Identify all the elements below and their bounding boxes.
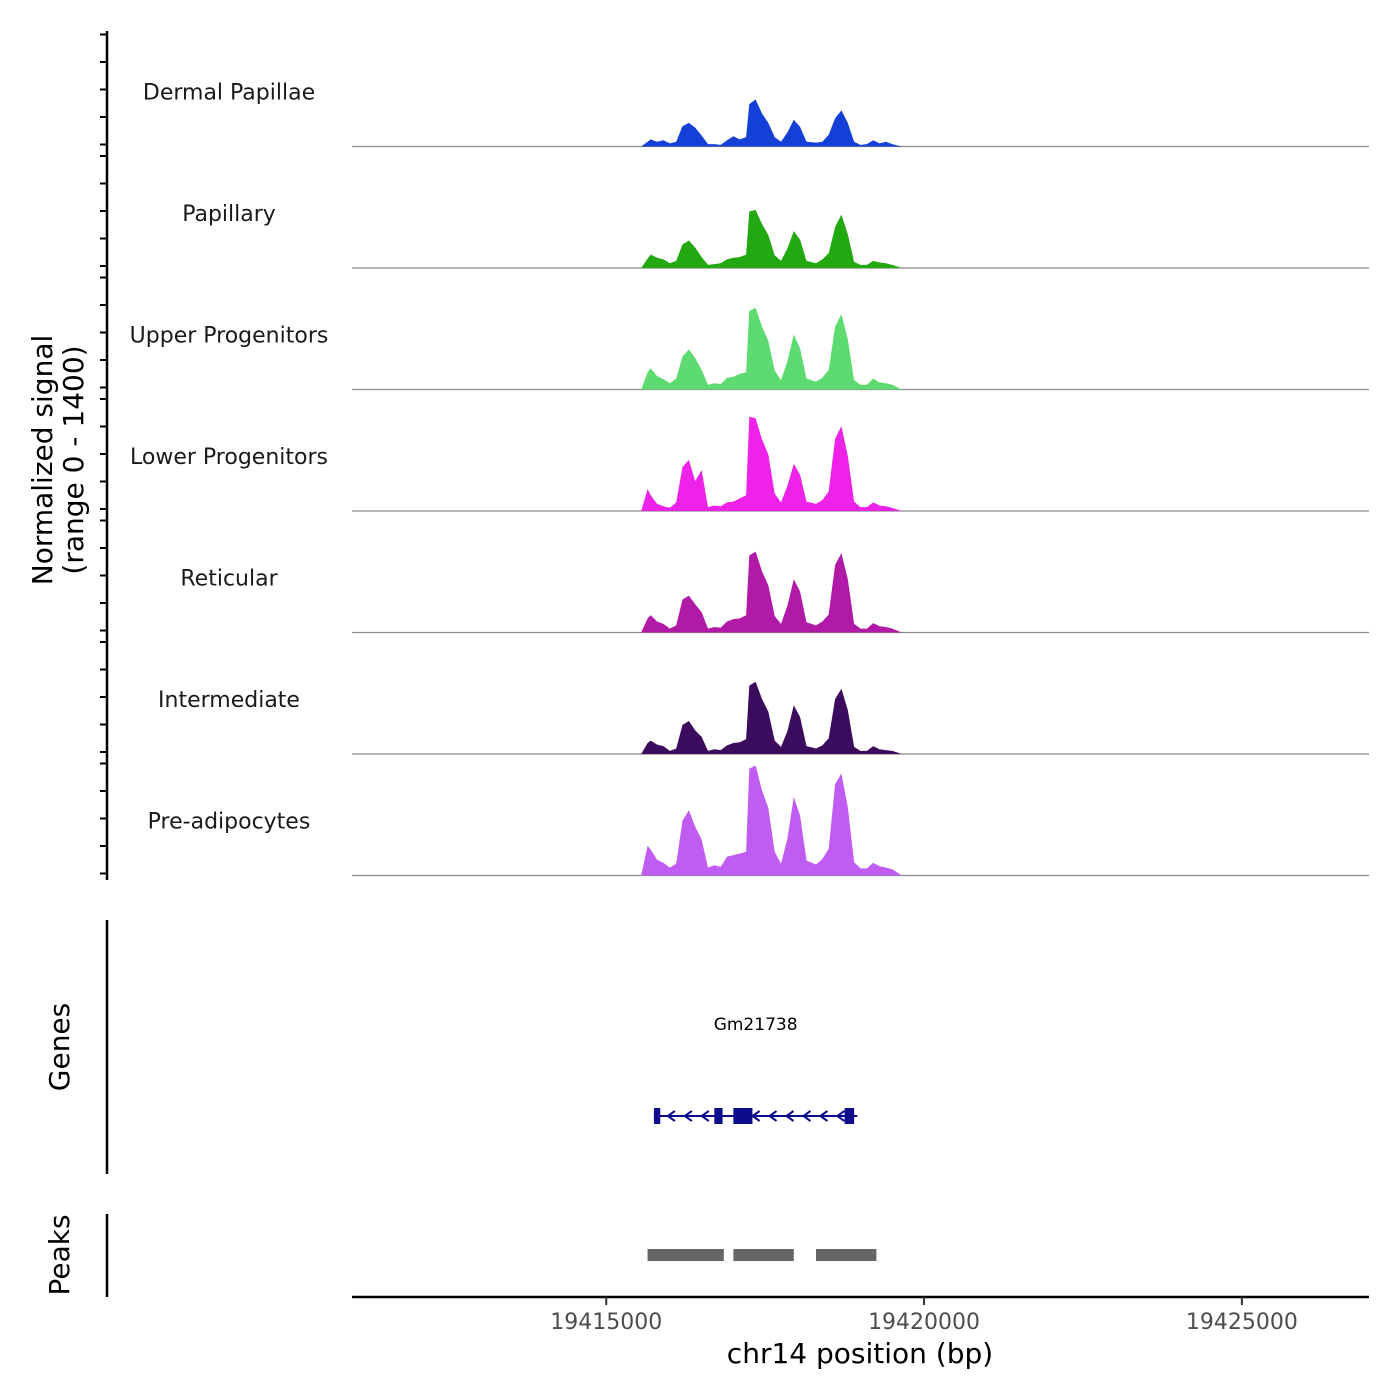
gene-strand-arrow bbox=[666, 1110, 676, 1122]
track-lower-progenitors: Lower Progenitors bbox=[130, 416, 1369, 512]
coverage-area bbox=[641, 99, 902, 147]
gene-strand-arrow bbox=[700, 1110, 710, 1122]
gene-strand-arrow bbox=[835, 1110, 845, 1122]
track-label: Pre-adipocytes bbox=[148, 810, 311, 835]
coverage-ylabel-line1: Normalized signal bbox=[26, 335, 59, 586]
coverage-area bbox=[641, 551, 902, 633]
genes-axis-title: Genes bbox=[43, 1003, 76, 1091]
x-tick-label: 19425000 bbox=[1186, 1310, 1298, 1335]
track-reticular: Reticular bbox=[180, 551, 1369, 634]
peak-bar bbox=[733, 1249, 794, 1261]
x-axis-title: chr14 position (bp) bbox=[727, 1337, 993, 1370]
track-label: Papillary bbox=[182, 202, 276, 227]
coverage-area bbox=[641, 209, 902, 268]
gene-exon bbox=[844, 1108, 855, 1124]
track-label: Reticular bbox=[180, 567, 278, 592]
coverage-area bbox=[641, 307, 902, 390]
gene-exon bbox=[733, 1108, 753, 1124]
peaks-panel bbox=[105, 1214, 877, 1297]
gene-strand-arrow bbox=[683, 1110, 693, 1122]
gene-strand-arrow bbox=[750, 1110, 761, 1122]
peaks-axis-title: Peaks bbox=[43, 1214, 76, 1295]
gene-exon bbox=[653, 1108, 661, 1124]
coverage-ylabel-line2: (range 0 - 1400) bbox=[57, 345, 90, 574]
track-upper-progenitors: Upper Progenitors bbox=[130, 307, 1369, 391]
genes-panel: Gm21738 bbox=[105, 920, 858, 1174]
gene-strand-arrow bbox=[767, 1110, 778, 1122]
peak-bar bbox=[647, 1249, 724, 1261]
peak-bar bbox=[816, 1249, 877, 1261]
track-label: Intermediate bbox=[158, 688, 300, 713]
coverage-y-axis bbox=[100, 31, 109, 880]
track-label: Dermal Papillae bbox=[143, 81, 315, 106]
coverage-area bbox=[641, 681, 902, 754]
gene-strand-arrow bbox=[784, 1110, 795, 1122]
track-label: Lower Progenitors bbox=[130, 445, 328, 470]
x-axis: 19415000 19420000 19425000 bbox=[352, 1295, 1369, 1335]
track-dermal-papillae: Dermal Papillae bbox=[143, 81, 1369, 148]
coverage-tracks: Dermal Papillae Papillary Upper Progenitor… bbox=[130, 81, 1369, 877]
track-label: Upper Progenitors bbox=[130, 324, 329, 349]
track-intermediate: Intermediate bbox=[158, 681, 1369, 755]
coverage-area bbox=[641, 765, 902, 876]
x-tick-label: 19420000 bbox=[868, 1310, 980, 1335]
gene-exon bbox=[714, 1108, 723, 1124]
coverage-area bbox=[641, 416, 902, 511]
x-tick-label: 19415000 bbox=[550, 1310, 662, 1335]
gene-strand-arrow bbox=[801, 1110, 812, 1122]
track-papillary: Papillary bbox=[182, 202, 1369, 269]
gene-strand-arrow bbox=[818, 1110, 829, 1122]
track-pre-adipocytes: Pre-adipocytes bbox=[148, 765, 1369, 877]
gene-label: Gm21738 bbox=[714, 1015, 798, 1035]
